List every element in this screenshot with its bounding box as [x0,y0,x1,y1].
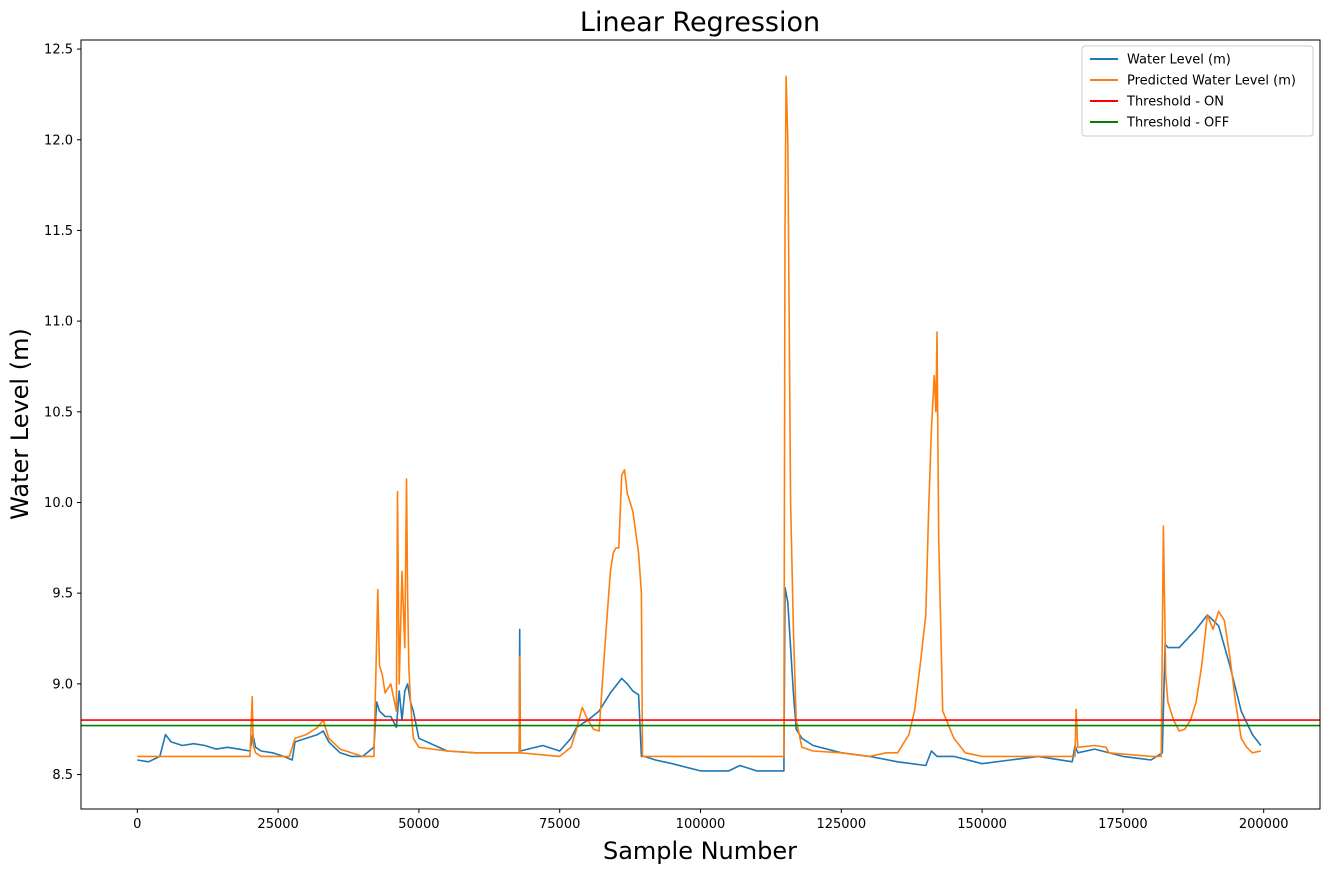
y-tick-label: 9.5 [52,587,73,602]
x-axis-label: Sample Number [603,837,797,865]
legend-label: Water Level (m) [1127,53,1231,68]
y-tick-label: 9.0 [52,677,73,692]
legend-label: Predicted Water Level (m) [1127,74,1296,89]
x-tick-label: 0 [133,817,141,832]
chart-title: Linear Regression [580,7,820,38]
x-tick-label: 175000 [1098,817,1148,832]
x-tick-label: 25000 [257,817,298,832]
x-tick-label: 200000 [1239,817,1289,832]
x-tick-label: 125000 [816,817,866,832]
x-tick-label: 50000 [398,817,439,832]
x-tick-label: 100000 [676,817,726,832]
y-tick-label: 11.0 [44,315,73,330]
x-tick-label: 150000 [957,817,1007,832]
series-line-2 [137,75,1262,758]
legend: Water Level (m) Predicted Water Level (m)… [1081,45,1314,137]
legend-label: Threshold - ON [1126,95,1224,110]
y-axis: 8.5 9.0 9.5 10.0 10.5 11.0 11.5 12.0 12.5 [44,43,81,783]
x-tick-label: 75000 [539,817,580,832]
y-tick-label: 10.0 [44,496,73,511]
y-tick-label: 12.5 [44,43,73,58]
plot-area [81,75,1320,772]
y-tick-label: 8.5 [52,768,73,783]
y-axis-label: Water Level (m) [6,328,34,520]
legend-label: Threshold - OFF [1126,116,1229,131]
y-tick-label: 12.0 [44,133,73,148]
y-tick-label: 10.5 [44,405,73,420]
x-axis: 0 25000 50000 75000 100000 125000 150000 175000… [133,809,1289,832]
legend-box [1081,45,1314,137]
y-tick-label: 11.5 [44,224,73,239]
